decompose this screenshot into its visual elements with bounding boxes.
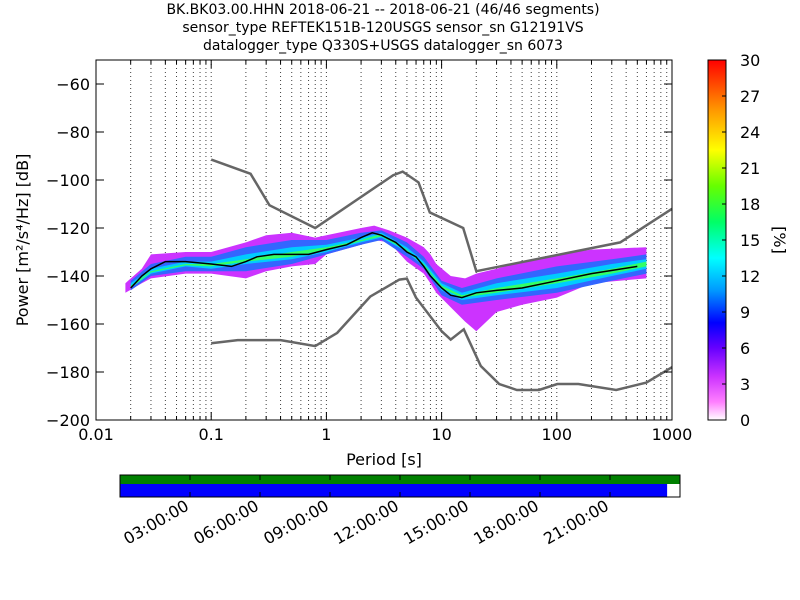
y-tick-label: −140	[46, 267, 90, 286]
y-axis-label: Power [m²/s⁴/Hz] [dB]	[13, 154, 32, 327]
title-line-2: sensor_type REFTEK151B-120USGS sensor_sn…	[182, 20, 584, 36]
plot-layer	[125, 60, 673, 420]
x-tick-label: 1	[321, 425, 331, 444]
title-line-3: datalogger_type Q330S+USGS datalogger_sn…	[203, 38, 563, 54]
timeline-tick-label: 15:00:00	[400, 496, 472, 548]
y-tick-label: −120	[46, 219, 90, 238]
x-tick-label: 10	[431, 425, 451, 444]
timeline-tick-label: 18:00:00	[470, 496, 542, 548]
psd-density	[125, 225, 647, 332]
plot-frame	[95, 59, 673, 421]
colorbar-tick-label: 15	[740, 231, 760, 250]
axis-layer: 0.01 0.1 1 10 100 1000 −200 −180 −160 −140 −120 −10…	[13, 59, 693, 469]
segments-bar	[120, 484, 668, 497]
y-tick-label: −160	[46, 315, 90, 334]
y-tick-label: −80	[56, 123, 90, 142]
colorbar-tick-label: 21	[740, 159, 760, 178]
colorbar-tick-label: 12	[740, 267, 760, 286]
timeline-tick-label: 03:00:00	[120, 496, 192, 548]
timeline: 03:00:0006:00:0009:00:0012:00:0015:00:00…	[119, 474, 681, 548]
colorbar-tick-label: 18	[740, 195, 760, 214]
colorbar-tick-label: 30	[740, 51, 760, 70]
x-tick-label: 1000	[652, 425, 693, 444]
x-tick-label: 0.1	[198, 425, 223, 444]
y-tick-label: −180	[46, 363, 90, 382]
colorbar-tick-label: 9	[740, 303, 750, 322]
colorbar-tick-label: 0	[740, 411, 750, 430]
timeline-tick-label: 09:00:00	[260, 496, 332, 548]
title-line-1: BK.BK03.00.HHN 2018-06-21 -- 2018-06-21 …	[166, 2, 600, 18]
timeline-tick-label: 06:00:00	[190, 496, 262, 548]
colorbar-label: [%]	[770, 226, 789, 254]
colorbar-tick-label: 27	[740, 87, 760, 106]
noise-model-high	[210, 158, 673, 273]
colorbar-tick-label: 6	[740, 339, 750, 358]
colorbar-tick-label: 24	[740, 123, 760, 142]
mean-psd-curve	[130, 232, 638, 299]
psd-band	[130, 232, 647, 300]
y-tick-label: −60	[56, 75, 90, 94]
y-tick-label: −200	[46, 411, 90, 430]
colorbar-tick-label: 3	[740, 375, 750, 394]
timeline-tick-label: 21:00:00	[540, 496, 612, 548]
x-axis-label: Period [s]	[346, 450, 422, 469]
noise-model-low	[211, 277, 673, 392]
x-tick-label: 0.01	[78, 425, 114, 444]
y-tick-label: −100	[46, 171, 90, 190]
colorbar: 0 3 6 9 12 15 18 21 24 27 30 [%]	[707, 51, 789, 430]
x-tick-label: 100	[542, 425, 573, 444]
timeline-tick-label: 12:00:00	[330, 496, 402, 548]
